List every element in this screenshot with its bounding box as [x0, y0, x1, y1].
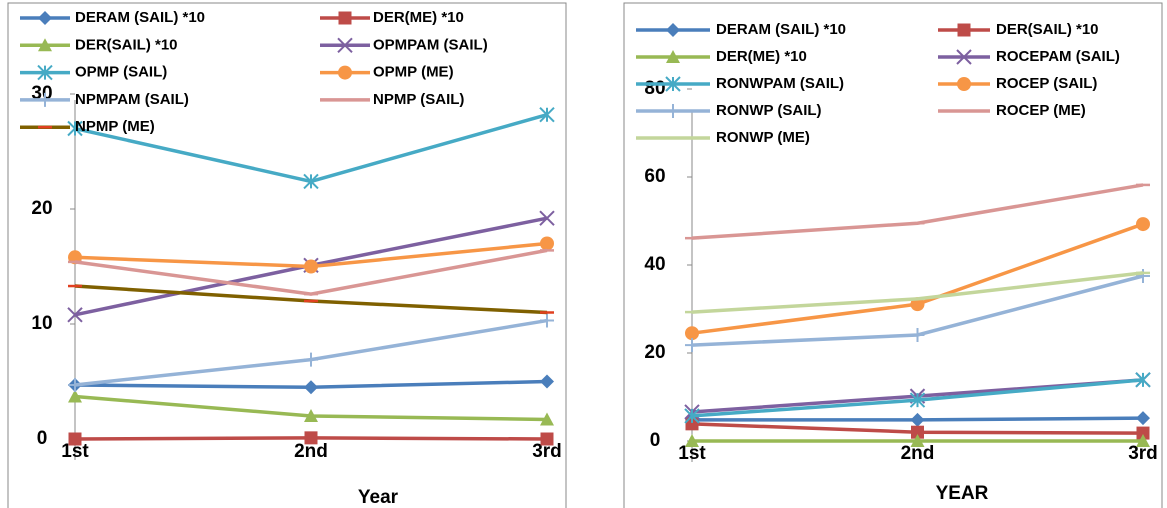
data-point	[540, 432, 554, 446]
legend-label: ROCEPAM (SAIL)	[996, 48, 1120, 65]
legend-label: ROCEP (SAIL)	[996, 75, 1097, 92]
legend-marker	[666, 23, 680, 37]
legend-label: RONWPAM (SAIL)	[716, 75, 844, 92]
legend-label: DER(SAIL) *10	[75, 36, 178, 53]
legend-marker	[665, 76, 681, 92]
data-point	[1136, 269, 1150, 283]
data-point	[304, 431, 318, 445]
x-tick-label: 1st	[678, 443, 706, 464]
legend-label: OPMP (ME)	[373, 64, 454, 81]
legend-marker	[337, 37, 353, 54]
data-point	[685, 326, 699, 341]
x-tick-label: 3rd	[532, 441, 562, 462]
data-point	[68, 377, 82, 392]
legend-marker	[338, 11, 352, 25]
data-point	[304, 380, 318, 395]
data-point	[540, 412, 554, 426]
legend-marker	[38, 11, 52, 25]
x-tick-label: 2nd	[294, 441, 328, 462]
data-point	[539, 210, 555, 226]
data-point	[68, 389, 82, 403]
legend-marker	[666, 50, 680, 63]
x-axis-title: Year	[358, 487, 399, 508]
legend-marker	[338, 65, 352, 80]
legend-label: NPMPAM (SAIL)	[75, 91, 189, 108]
data-point	[1136, 426, 1150, 440]
data-point	[685, 338, 699, 353]
legend-label: DERAM (SAIL) *10	[716, 21, 846, 38]
data-point	[540, 313, 554, 328]
y-tick-label: 0	[37, 428, 48, 449]
data-point	[685, 434, 699, 447]
y-tick-label: 20	[31, 198, 52, 219]
legend-label: ROCEP (ME)	[996, 102, 1086, 119]
x-tick-label: 1st	[61, 441, 89, 462]
data-point	[911, 425, 924, 439]
data-point	[685, 417, 699, 431]
legend-label: DER(ME) *10	[373, 9, 464, 26]
data-point	[304, 409, 318, 422]
data-point	[910, 434, 925, 447]
y-tick-label: 80	[644, 78, 665, 99]
legend-marker	[37, 64, 53, 81]
chart-frame	[623, 2, 1163, 508]
legend-label: OPMP (SAIL)	[75, 64, 167, 81]
legend-label: OPMPAM (SAIL)	[373, 36, 488, 53]
data-point	[910, 327, 925, 342]
data-point	[910, 412, 925, 427]
x-tick-label: 2nd	[901, 443, 935, 464]
data-point	[684, 408, 700, 424]
data-point	[539, 106, 555, 123]
data-point	[1136, 217, 1150, 232]
data-point	[303, 173, 319, 190]
data-point	[67, 307, 83, 323]
legend-marker	[38, 38, 52, 52]
data-point	[67, 120, 83, 137]
legend-label: DER(ME) *10	[716, 48, 807, 65]
legend-label: NPMP (SAIL)	[373, 91, 464, 108]
data-point	[1135, 372, 1151, 388]
legend-label: DERAM (SAIL) *10	[75, 9, 205, 26]
legend-marker	[957, 23, 971, 37]
legend-label: RONWP (ME)	[716, 129, 810, 146]
y-tick-label: 40	[644, 254, 665, 275]
legend-marker	[38, 92, 52, 107]
data-point	[304, 352, 318, 367]
data-point	[1136, 434, 1150, 447]
data-point	[909, 392, 926, 408]
data-point	[304, 259, 318, 274]
y-tick-label: 0	[650, 430, 661, 451]
legend-label: RONWP (SAIL)	[716, 102, 822, 119]
data-point	[1136, 411, 1150, 426]
y-tick-label: 60	[644, 166, 665, 187]
x-tick-label: 3rd	[1128, 443, 1158, 464]
data-point	[68, 432, 82, 446]
legend-marker	[666, 104, 680, 118]
legend-marker	[956, 49, 972, 65]
y-tick-label: 10	[31, 313, 52, 334]
series-line	[691, 183, 1144, 240]
data-point	[540, 236, 554, 251]
y-tick-label: 20	[644, 342, 665, 363]
legend-label: NPMP (ME)	[75, 118, 155, 135]
legend-marker	[957, 77, 971, 91]
chart-frame	[7, 2, 567, 508]
series-line	[691, 222, 1144, 335]
x-axis-title: YEAR	[936, 483, 989, 504]
legend-label: DER(SAIL) *10	[996, 21, 1099, 38]
data-point	[540, 374, 554, 389]
